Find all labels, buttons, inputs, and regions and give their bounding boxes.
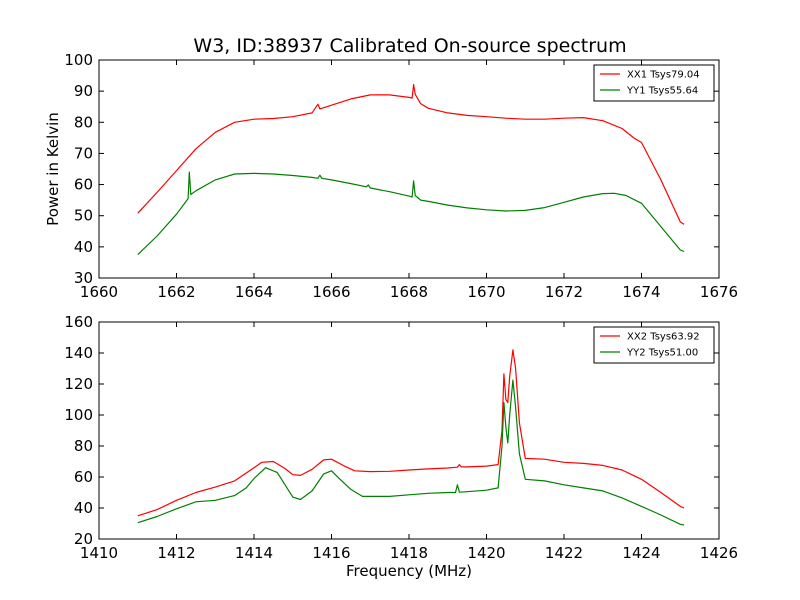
y-tick-label: 120 [64, 375, 93, 393]
y-tick-label: 90 [74, 82, 93, 100]
x-tick-label: 1668 [390, 283, 428, 301]
y-tick-label: 60 [74, 176, 93, 194]
x-tick-label: 1414 [235, 544, 273, 562]
x-tick-label: 1676 [700, 283, 738, 301]
x-tick-label: 1412 [157, 544, 195, 562]
x-axis-label: Frequency (MHz) [346, 562, 472, 580]
y-tick-label: 80 [74, 437, 93, 455]
y-tick-label: 160 [64, 313, 93, 331]
series-line-1-1 [137, 84, 685, 225]
legend-label: YY2 Tsys51.00 [626, 348, 698, 359]
x-tick-label: 1426 [700, 544, 738, 562]
y-tick-label: 40 [74, 499, 93, 517]
figure-title: W3, ID:38937 Calibrated On-source spectr… [193, 35, 626, 57]
series-line-2-1 [137, 349, 685, 517]
x-tick-label: 1660 [80, 283, 118, 301]
x-tick-label: 1418 [390, 544, 428, 562]
x-tick-label: 1672 [545, 283, 583, 301]
y-tick-label: 70 [74, 144, 93, 162]
x-tick-label: 1674 [622, 283, 660, 301]
x-tick-label: 1422 [545, 544, 583, 562]
y-tick-label: 30 [74, 269, 93, 287]
legend-label: YY1 Tsys55.64 [626, 86, 698, 97]
series-line-2-2 [137, 379, 685, 526]
x-tick-label: 1662 [157, 283, 195, 301]
x-tick-label: 1410 [80, 544, 118, 562]
top-panel: 1660 1662 1664 1666 1668 1670 1672 1674 1676 30 40… [44, 51, 738, 301]
y-tick-label: 100 [64, 51, 93, 69]
x-tick-label: 1416 [312, 544, 350, 562]
y-tick-label: 140 [64, 344, 93, 362]
x-tick-label: 1670 [467, 283, 505, 301]
x-tick-label: 1664 [235, 283, 273, 301]
y-axis-label: Power in Kelvin [44, 112, 62, 226]
x-tick-label: 1424 [622, 544, 660, 562]
y-tick-label: 60 [74, 468, 93, 486]
legend-label: XX1 Tsys79.04 [627, 70, 700, 81]
legend-label: XX2 Tsys63.92 [627, 332, 700, 343]
legend-1: XX1 Tsys79.04 YY1 Tsys55.64 [593, 64, 715, 102]
series-line-1-2 [137, 171, 685, 256]
x-tick-label: 1420 [467, 544, 505, 562]
y-tick-label: 40 [74, 238, 93, 256]
y-tick-label: 50 [74, 207, 93, 225]
x-tick-label: 1666 [312, 283, 350, 301]
legend-2: XX2 Tsys63.92 YY2 Tsys51.00 [593, 326, 715, 364]
legend-box [593, 326, 715, 364]
y-tick-label: 80 [74, 113, 93, 131]
y-tick-label: 20 [74, 530, 93, 548]
legend-box [593, 64, 715, 102]
bottom-panel: 1410 1412 1414 1416 1418 1420 1422 1424 1426 20 40… [64, 313, 738, 580]
y-tick-label: 100 [64, 406, 93, 424]
